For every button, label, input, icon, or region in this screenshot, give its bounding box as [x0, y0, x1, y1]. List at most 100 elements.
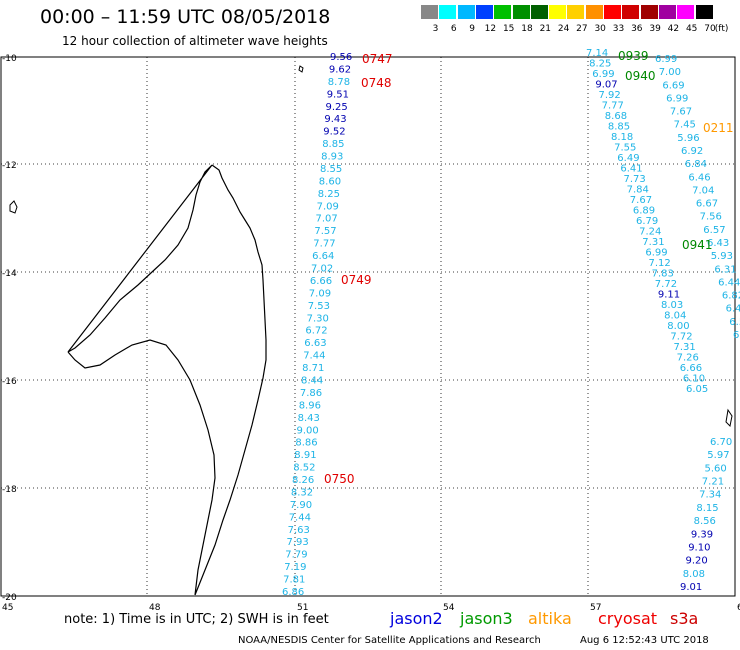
latitude-label: -10	[2, 54, 17, 64]
legend-swatch	[494, 5, 512, 19]
wave-height-value: 6.46	[688, 172, 710, 183]
latitude-label: -14	[2, 269, 17, 279]
wave-height-value: 8.43	[298, 413, 320, 424]
wave-height-value: 7.57	[314, 226, 336, 237]
wave-height-value: 7.34	[699, 490, 721, 501]
wave-height-value: 6.99	[645, 248, 667, 259]
legend-swatch	[695, 5, 713, 19]
satellite-jason3: jason3	[460, 609, 513, 628]
legend-swatch	[622, 5, 640, 19]
legend-swatch	[512, 5, 530, 19]
legend-swatch	[658, 5, 676, 19]
wave-height-value: 8.03	[661, 300, 683, 311]
wave-height-value: 9.25	[326, 102, 348, 113]
satellite-altika: altika	[528, 609, 572, 628]
wave-height-value: 7.14	[586, 48, 608, 59]
pass-time-label: 0749	[341, 273, 372, 287]
wave-height-value: 7.67	[630, 195, 652, 206]
wave-height-value: 6.92	[681, 146, 703, 157]
wave-height-value: 7.73	[624, 174, 646, 185]
wave-height-value: 8.91	[294, 450, 316, 461]
longitude-label: 51	[297, 603, 308, 613]
latitude-label: -12	[2, 161, 17, 171]
longitude-label: 45	[2, 603, 13, 613]
wave-height-value: 9.07	[595, 80, 617, 91]
wave-height-value: 8.55	[320, 164, 342, 175]
legend-swatch	[439, 5, 457, 19]
legend-label: 45	[685, 24, 698, 34]
wave-height-value: 8.25	[589, 59, 611, 70]
map-frame	[0, 56, 736, 597]
wave-height-value: 8.18	[611, 132, 633, 143]
longitude-label: 54	[443, 603, 455, 613]
wave-height-value: 8.71	[302, 363, 324, 374]
wave-height-value: 7.00	[659, 67, 681, 78]
wave-height-value: 8.25	[318, 189, 340, 200]
map-title: 00:00 – 11:59 UTC 08/05/2018	[40, 6, 331, 28]
wave-height-value: 9.00	[297, 425, 319, 436]
legend-label: 24	[557, 24, 570, 34]
legend-swatch	[475, 5, 493, 19]
credit-line: NOAA/NESDIS Center for Satellite Applica…	[238, 635, 541, 646]
satellite-cryosat: cryosat	[598, 609, 658, 628]
pass-time-label: 0748	[361, 76, 392, 90]
wave-height-value: 8.96	[299, 400, 321, 411]
wave-height-value: 6.79	[636, 216, 658, 227]
legend-label: 39	[649, 24, 661, 34]
wave-height-value: 8.60	[319, 176, 341, 187]
wave-height-value: 8.93	[321, 152, 343, 163]
legend-unit: (ft)	[714, 24, 729, 34]
wave-height-value: 5.93	[711, 251, 733, 262]
pass-time-label: 0941	[682, 238, 713, 252]
wave-height-value: 7.24	[639, 227, 661, 238]
wave-height-value: 8.68	[605, 111, 627, 122]
wave-height-value: 6.41	[726, 304, 740, 315]
legend-swatch	[421, 5, 438, 19]
wave-height-value: 6.99	[592, 69, 614, 80]
longitude-label: 48	[149, 603, 161, 613]
wave-height-value: 8.86	[295, 438, 317, 449]
wave-height-value: 7.45	[674, 120, 696, 131]
wave-height-value: 6.40	[733, 330, 740, 341]
legend-label: 3	[432, 24, 439, 34]
wave-height-value: 9.39	[691, 529, 713, 540]
map-subtitle: 12 hour collection of altimeter wave hei…	[62, 34, 328, 48]
wave-height-value: 7.44	[289, 512, 311, 523]
wave-height-value: 6.41	[620, 164, 642, 175]
wave-height-value: 7.56	[700, 212, 722, 223]
legend-label: 18	[521, 24, 533, 34]
wave-height-value: 7.53	[308, 301, 330, 312]
wave-height-value: 6.82	[722, 291, 740, 302]
wave-height-value: 7.83	[652, 269, 674, 280]
wave-height-value: 9.11	[658, 290, 680, 301]
wave-height-value: 6.57	[703, 225, 725, 236]
wave-height-value: 7.79	[285, 550, 307, 561]
wave-height-value: 5.97	[707, 450, 729, 461]
wave-height-value: 7.21	[702, 477, 724, 488]
longitude-label: 57	[590, 603, 601, 613]
wave-height-value: 6.43	[707, 238, 729, 249]
wave-height-value: 9.62	[329, 64, 351, 75]
wave-height-value: 6.54	[729, 317, 740, 328]
wave-height-value: 6.49	[617, 153, 639, 164]
wave-height-value: 6.10	[683, 374, 705, 385]
latitude-label: -20	[2, 593, 17, 603]
legend-swatch	[549, 5, 567, 19]
wave-height-value: 6.31	[714, 264, 736, 275]
wave-height-value: 7.44	[303, 351, 325, 362]
wave-height-value: 7.77	[313, 239, 335, 250]
wave-height-value: 6.69	[662, 80, 684, 91]
legend-swatch	[567, 5, 585, 19]
wave-height-value: 9.51	[327, 89, 349, 100]
satellite-jason2: jason2	[390, 609, 443, 628]
wave-height-value: 8.85	[322, 139, 344, 150]
wave-height-value: 6.66	[680, 363, 702, 374]
legend-label: 6	[450, 24, 457, 34]
legend-label: 27	[576, 24, 588, 34]
wave-height-value: 6.99	[666, 93, 688, 104]
wave-height-value: 8.04	[664, 311, 686, 322]
wave-height-value: 7.92	[599, 90, 621, 101]
legend-swatch	[640, 5, 658, 19]
legend-label: 21	[539, 24, 552, 34]
